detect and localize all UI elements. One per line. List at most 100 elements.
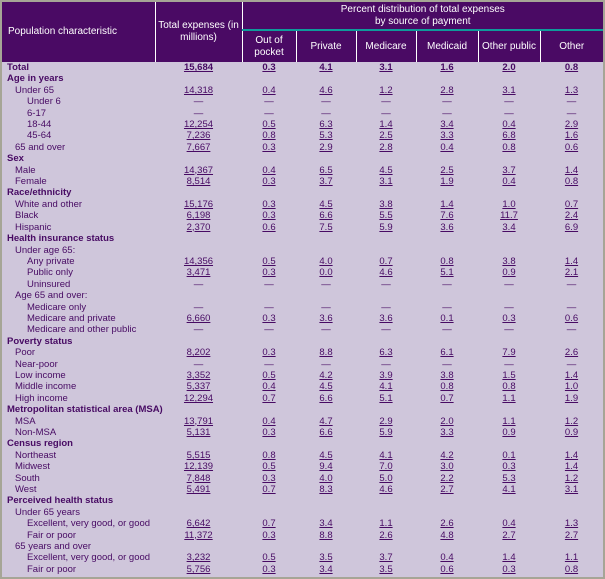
value-link[interactable]: 8.8 [319,347,333,359]
value-link[interactable]: 6.6 [319,210,333,222]
value-link[interactable]: 3.6 [319,312,333,324]
value-link[interactable]: 6.8 [502,130,516,142]
value-link[interactable]: 2.9 [319,141,333,153]
value-link[interactable]: 0.5 [262,552,276,564]
value-link[interactable]: 1.4 [564,255,579,267]
value-link[interactable]: 5.0 [379,472,393,484]
value-link[interactable]: 5,515 [186,449,211,461]
value-link[interactable]: 5.1 [379,392,393,404]
value-link[interactable]: 2.6 [564,347,579,359]
value-link[interactable]: 6,660 [186,312,211,324]
value-link[interactable]: 0.3 [262,563,276,575]
value-link[interactable]: 6.6 [319,392,333,404]
value-link[interactable]: 3.8 [502,255,516,267]
value-link[interactable]: 3.7 [319,176,333,188]
value-link[interactable]: 0.8 [564,563,579,575]
value-link[interactable]: 7.9 [502,347,516,359]
value-link[interactable]: 7,667 [186,141,211,153]
value-link[interactable]: 2.6 [440,518,454,530]
value-link[interactable]: 5.1 [440,267,454,279]
value-link[interactable]: 0.6 [564,141,579,153]
value-link[interactable]: 0.3 [262,529,276,541]
value-link[interactable]: 4.0 [319,472,333,484]
value-link[interactable]: 1.4 [564,369,579,381]
value-link[interactable]: 6,198 [186,210,211,222]
value-link[interactable]: 3.1 [379,62,393,73]
value-link[interactable]: 0.9 [564,427,579,438]
value-link[interactable]: 0.4 [262,164,276,176]
value-link[interactable]: 0.3 [262,472,276,484]
value-link[interactable]: 1.4 [564,461,579,473]
value-link[interactable]: 0.7 [564,198,579,210]
value-link[interactable]: 0.4 [262,381,276,393]
value-link[interactable]: 2.5 [440,164,454,176]
value-link[interactable]: 3.7 [502,164,516,176]
value-link[interactable]: 1.1 [502,415,516,427]
value-link[interactable]: 0.6 [262,221,276,233]
value-link[interactable]: 5,756 [186,563,211,575]
value-link[interactable]: 1.1 [379,518,393,530]
value-link[interactable]: 4.5 [319,449,333,461]
value-link[interactable]: 0.7 [262,484,276,496]
value-link[interactable]: 8.3 [319,484,333,496]
value-link[interactable]: 0.1 [440,312,454,324]
value-link[interactable]: 8,202 [186,347,211,359]
value-link[interactable]: 11,372 [184,529,213,541]
value-link[interactable]: 6.3 [379,347,393,359]
value-link[interactable]: 3.9 [379,369,393,381]
value-link[interactable]: 3.4 [440,119,454,131]
value-link[interactable]: 7.6 [440,210,454,222]
value-link[interactable]: 0.6 [440,563,454,575]
value-link[interactable]: 1.4 [564,449,579,461]
value-link[interactable]: 1.9 [440,176,454,188]
value-link[interactable]: 12,294 [183,392,214,404]
value-link[interactable]: 2.1 [564,267,579,279]
value-link[interactable]: 2.7 [502,529,516,541]
value-link[interactable]: 3.1 [564,484,579,496]
value-link[interactable]: 0.6 [564,312,579,324]
value-link[interactable]: 3.6 [440,221,454,233]
value-link[interactable]: 1.0 [564,381,579,393]
value-link[interactable]: 11.7 [500,210,518,222]
value-link[interactable]: 6,642 [186,518,211,530]
value-link[interactable]: 3.4 [319,563,333,575]
value-link[interactable]: 0.7 [379,255,393,267]
value-link[interactable]: 1.0 [502,198,516,210]
value-link[interactable]: 0.4 [502,518,516,530]
value-link[interactable]: 0.4 [262,84,276,96]
value-link[interactable]: 14,318 [183,84,214,96]
value-link[interactable]: 0.8 [564,176,579,188]
value-link[interactable]: 6.1 [440,347,454,359]
value-link[interactable]: 2,370 [186,221,211,233]
value-link[interactable]: 1.4 [440,198,454,210]
value-link[interactable]: 12,254 [183,119,214,131]
value-link[interactable]: 6.6 [319,427,333,438]
value-link[interactable]: 15,684 [183,62,214,73]
value-link[interactable]: 5.3 [502,472,516,484]
value-link[interactable]: 5.9 [379,427,393,438]
value-link[interactable]: 0.3 [502,312,516,324]
value-link[interactable]: 1.4 [564,164,579,176]
value-link[interactable]: 2.2 [440,472,454,484]
value-link[interactable]: 1.3 [564,518,579,530]
value-link[interactable]: 0.5 [262,461,276,473]
value-link[interactable]: 14,356 [183,255,214,267]
value-link[interactable]: 6.3 [319,119,333,131]
value-link[interactable]: 0.4 [502,176,516,188]
value-link[interactable]: 2.9 [564,119,579,131]
value-link[interactable]: 3.7 [379,552,393,564]
value-link[interactable]: 4.5 [319,198,333,210]
value-link[interactable]: 2.5 [379,130,393,142]
value-link[interactable]: 15,176 [183,198,214,210]
value-link[interactable]: 0.3 [262,347,276,359]
value-link[interactable]: 0.3 [262,141,276,153]
value-link[interactable]: 4.1 [502,484,516,496]
value-link[interactable]: 2.7 [564,529,579,541]
value-link[interactable]: 4.7 [319,415,333,427]
value-link[interactable]: 7.5 [319,221,333,233]
value-link[interactable]: 0.8 [262,449,276,461]
value-link[interactable]: 3.5 [379,563,393,575]
value-link[interactable]: 0.8 [262,130,276,142]
value-link[interactable]: 1.1 [502,392,516,404]
value-link[interactable]: 3.1 [379,176,393,188]
